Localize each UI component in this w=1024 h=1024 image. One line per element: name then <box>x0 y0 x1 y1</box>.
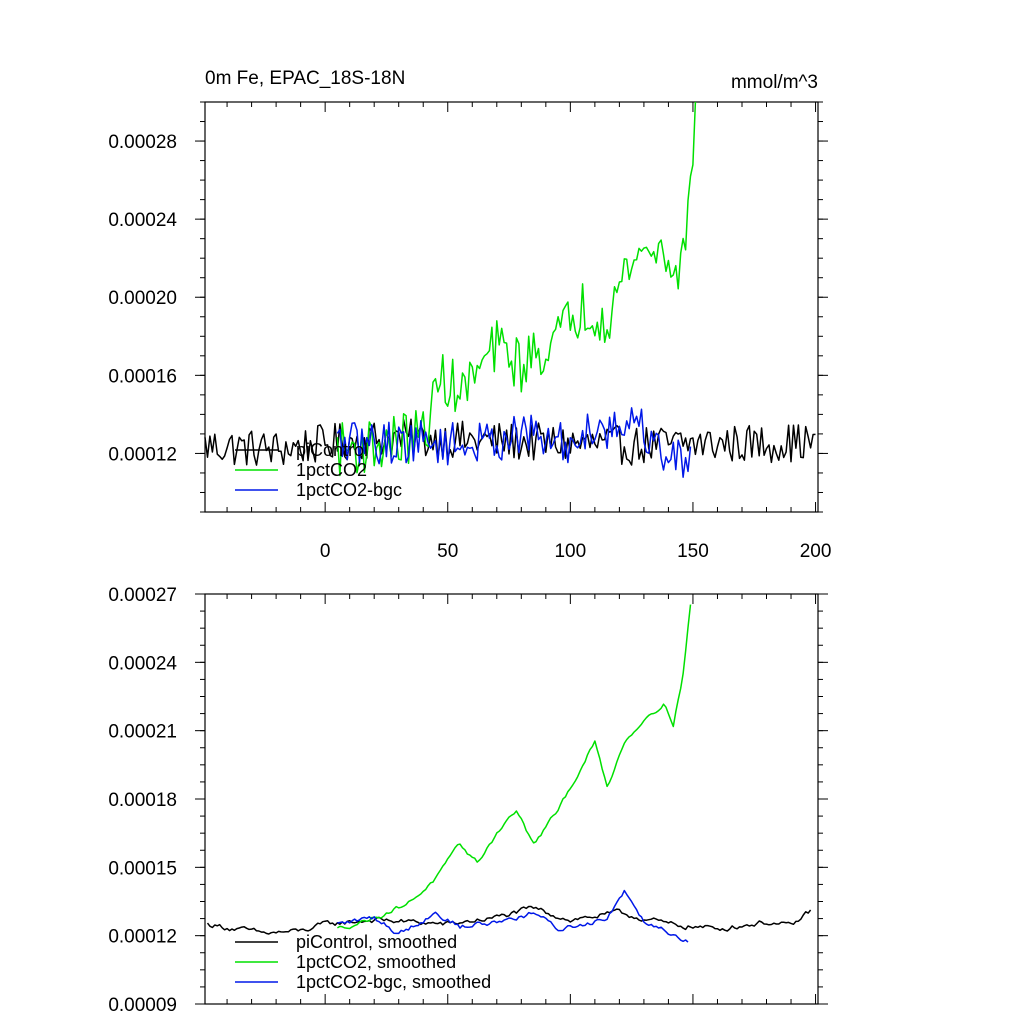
series-line-1pctco2-bgc <box>336 407 692 478</box>
legend-label-picontrol: piControl <box>296 440 368 460</box>
top-y-tick-label: 0.00020 <box>108 288 177 309</box>
top-x-tick-label: 0 <box>320 541 331 562</box>
legend-label-picontrol-smoothed: piControl, smoothed <box>296 932 457 952</box>
bottom-y-tick-label: 0.00027 <box>108 585 177 606</box>
top-x-tick-label: 200 <box>800 541 832 562</box>
legend-label-1pctco2: 1pctCO2 <box>296 460 367 480</box>
bottom-y-tick-label: 0.00009 <box>108 995 177 1016</box>
top-x-tick-label: 50 <box>437 541 458 562</box>
top-panel: 0m Fe, EPAC_18S-18N mmol/m^3 0 50 100 150 20… <box>108 68 831 562</box>
top-title-right: mmol/m^3 <box>731 72 818 93</box>
legend-label-1pctco2-bgc: 1pctCO2-bgc <box>296 480 402 500</box>
bottom-y-tick-label: 0.00015 <box>108 858 177 879</box>
bottom-panel: 0.00009 0.00012 0.00015 0.00018 0.00021 0.000… <box>108 585 828 1016</box>
top-y-tick-label: 0.00012 <box>108 444 177 465</box>
series-line-picontrol-smoothed <box>206 905 812 935</box>
bottom-y-tick-label: 0.00024 <box>108 653 177 674</box>
bottom-axis-ticks: 0.00009 0.00012 0.00015 0.00018 0.00021 0.000… <box>108 585 828 1016</box>
top-legend: piControl 1pctCO2 1pctCO2-bgc <box>235 440 402 500</box>
top-plot-frame <box>204 101 819 513</box>
top-x-tick-label: 100 <box>554 541 586 562</box>
bottom-y-tick-label: 0.00021 <box>108 722 177 743</box>
top-y-tick-label: 0.00024 <box>108 210 177 231</box>
legend-label-1pctco2-smoothed: 1pctCO2, smoothed <box>296 952 456 972</box>
series-line-1pctco2-smoothed <box>337 604 692 930</box>
top-x-tick-label: 150 <box>677 541 709 562</box>
top-series-lines <box>204 101 816 478</box>
legend-label-1pctco2-bgc-smoothed: 1pctCO2-bgc, smoothed <box>296 972 491 992</box>
bottom-series-lines <box>206 604 812 943</box>
top-y-tick-label: 0.00016 <box>108 366 177 387</box>
top-title-left: 0m Fe, EPAC_18S-18N <box>205 68 405 89</box>
bottom-y-tick-label: 0.00012 <box>108 927 177 948</box>
series-line-1pctco2-bgc-smoothed <box>337 889 689 943</box>
bottom-legend: piControl, smoothed 1pctCO2, smoothed 1p… <box>235 932 491 992</box>
top-y-tick-label: 0.00028 <box>108 132 177 153</box>
bottom-y-tick-label: 0.00018 <box>108 790 177 811</box>
top-axis-ticks: 0 50 100 150 200 0.00012 0.00016 0.00020 0.00024… <box>108 101 832 562</box>
series-line-picontrol <box>204 418 816 466</box>
